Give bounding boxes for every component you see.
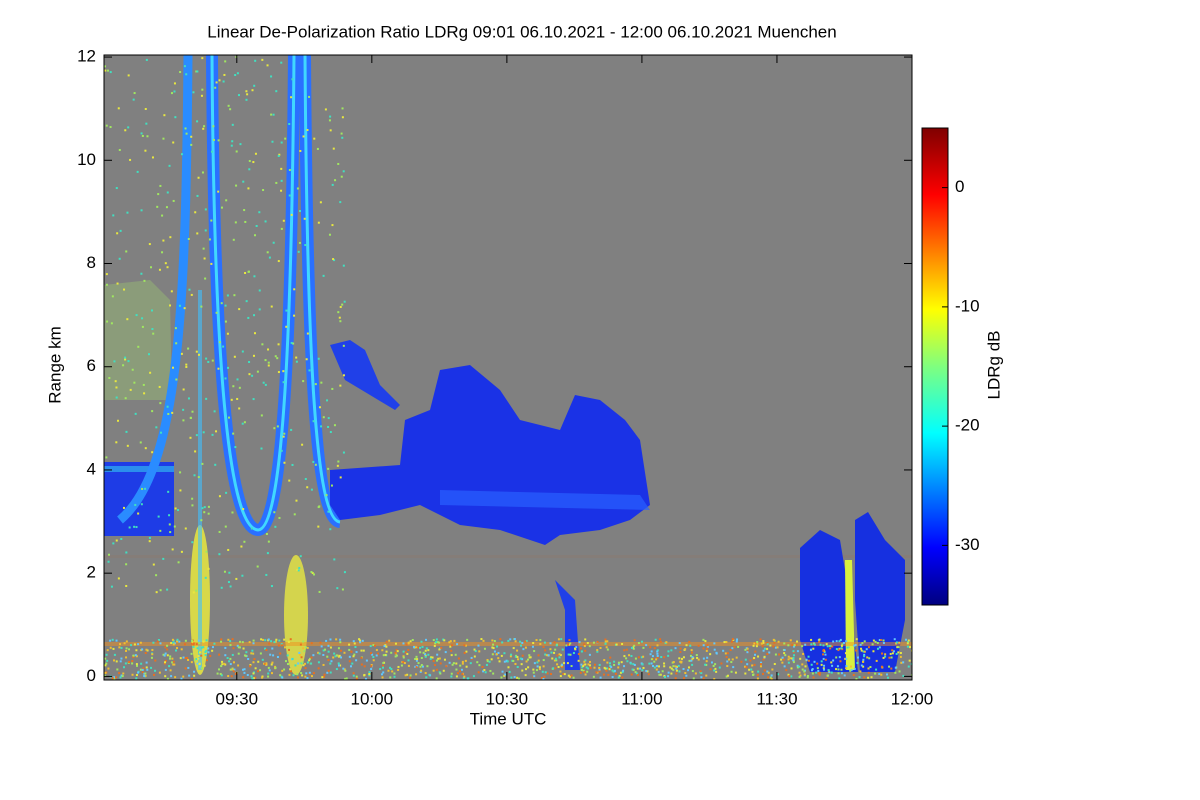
colorbar bbox=[921, 127, 949, 606]
ldr-field bbox=[104, 55, 912, 680]
y-tick-label: 4 bbox=[87, 459, 96, 478]
colorbar-tick-label: -20 bbox=[955, 416, 980, 435]
colorbar-label: LDRg dB bbox=[984, 331, 1003, 400]
y-tick-label: 10 bbox=[77, 150, 96, 169]
y-tick-label: 0 bbox=[87, 666, 96, 685]
y-tick-label: 8 bbox=[87, 253, 96, 272]
y-axis-label: Range km bbox=[45, 326, 64, 403]
y-tick-label: 6 bbox=[87, 356, 96, 375]
colorbar-tick-label: -10 bbox=[955, 296, 980, 315]
x-tick-label: 09:30 bbox=[216, 689, 259, 708]
x-tick-label: 10:00 bbox=[351, 689, 394, 708]
x-tick-label: 11:30 bbox=[756, 689, 797, 708]
chart-title: Linear De-Polarization Ratio LDRg 09:01 … bbox=[207, 22, 836, 41]
x-tick-label: 11:00 bbox=[621, 689, 662, 708]
x-axis-label: Time UTC bbox=[470, 709, 547, 728]
x-tick-label: 12:00 bbox=[891, 689, 934, 708]
y-tick-label: 2 bbox=[87, 563, 96, 582]
x-tick-label: 10:30 bbox=[486, 689, 529, 708]
y-tick-label: 12 bbox=[77, 47, 96, 66]
colorbar-tick-label: -30 bbox=[955, 535, 980, 554]
colorbar-tick-label: 0 bbox=[955, 177, 964, 196]
plot-frame bbox=[103, 54, 913, 681]
